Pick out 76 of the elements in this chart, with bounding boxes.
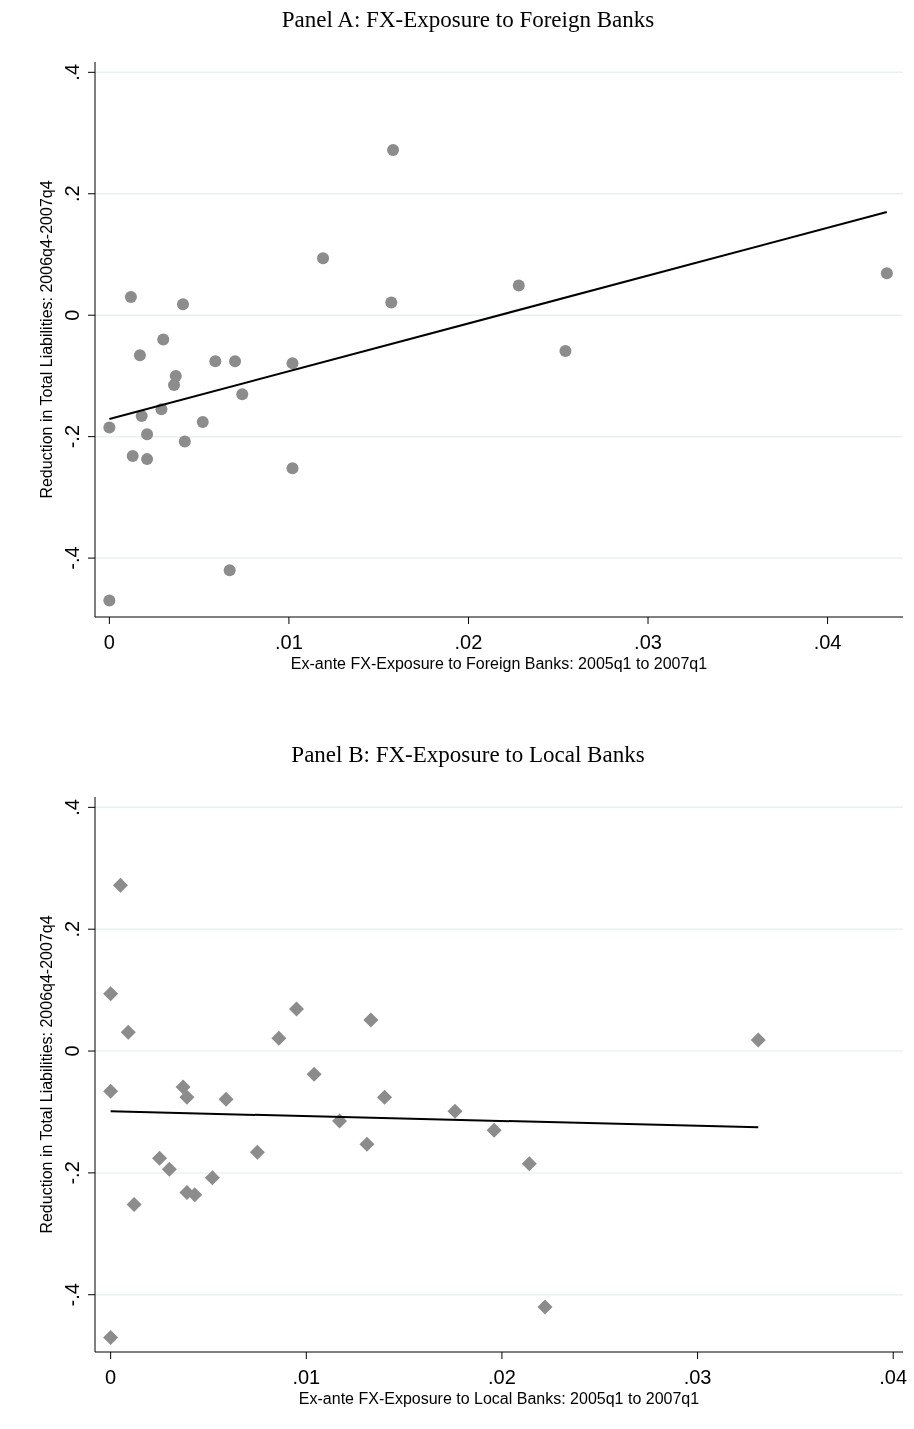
point xyxy=(209,355,222,368)
point xyxy=(363,1012,379,1028)
x-tick-label: .01 xyxy=(275,631,303,653)
point xyxy=(103,986,119,1002)
x-tick-label: .04 xyxy=(813,631,842,653)
point xyxy=(112,877,128,893)
y-tick-label: .2 xyxy=(61,920,83,938)
point xyxy=(178,435,191,448)
point xyxy=(359,1136,375,1152)
x-tick-label: .03 xyxy=(634,631,662,653)
point xyxy=(286,357,299,370)
point xyxy=(387,144,400,157)
y-tick-label: -.4 xyxy=(61,546,83,570)
point xyxy=(175,1079,191,1095)
chart-title: Panel A: FX-Exposure to Foreign Banks xyxy=(281,7,655,32)
point xyxy=(521,1156,537,1172)
point xyxy=(103,1083,119,1099)
point xyxy=(187,1187,203,1203)
point xyxy=(223,564,236,577)
point xyxy=(161,1161,177,1177)
point xyxy=(271,1030,287,1046)
point xyxy=(141,428,154,441)
point xyxy=(103,1329,119,1345)
x-tick-label: .04 xyxy=(879,1366,908,1388)
point xyxy=(204,1170,220,1186)
point xyxy=(120,1024,136,1040)
x-tick-label: 0 xyxy=(103,631,115,653)
point xyxy=(306,1066,322,1082)
point xyxy=(286,462,299,475)
x-axis-title: Ex-ante FX-Exposure to Local Banks: 2005q1 to 2007q1 xyxy=(298,1390,700,1407)
chart-title: Panel B: FX-Exposure to Local Banks xyxy=(291,742,645,767)
point xyxy=(750,1032,766,1048)
point xyxy=(512,279,525,292)
point xyxy=(169,369,182,382)
point xyxy=(141,453,154,466)
point xyxy=(103,421,116,434)
y-tick-label: 0 xyxy=(61,309,83,321)
x-tick-label: 0 xyxy=(105,1366,117,1388)
point xyxy=(880,267,893,280)
y-tick-label: .4 xyxy=(61,63,83,81)
point xyxy=(179,1089,195,1105)
point xyxy=(289,1001,305,1017)
point xyxy=(317,252,330,265)
point xyxy=(218,1091,234,1107)
point xyxy=(559,345,572,358)
point xyxy=(133,349,146,362)
point xyxy=(135,410,148,423)
x-tick-label: .02 xyxy=(454,631,483,653)
x-tick-label: .01 xyxy=(292,1366,321,1388)
y-axis-title: Reduction in Total Liabilities: 2006q4-2007q4 xyxy=(38,915,55,1234)
point xyxy=(229,355,242,368)
point xyxy=(385,296,398,309)
y-tick-label: -.4 xyxy=(61,1283,83,1307)
point xyxy=(236,388,249,401)
y-tick-label: .4 xyxy=(61,799,83,816)
y-tick-label: .2 xyxy=(61,185,83,203)
y-tick-label: 0 xyxy=(61,1045,83,1057)
point xyxy=(126,1197,142,1213)
point xyxy=(447,1103,463,1119)
point xyxy=(103,594,116,607)
point xyxy=(176,298,189,311)
x-tick-label: .02 xyxy=(488,1366,516,1388)
point xyxy=(537,1299,553,1315)
y-tick-label: -.2 xyxy=(61,1161,83,1185)
point xyxy=(196,416,209,429)
point xyxy=(377,1089,393,1105)
y-axis-title: Reduction in Total Liabilities: 2006q4-2007q4 xyxy=(38,180,55,499)
point xyxy=(157,333,170,346)
point xyxy=(126,450,139,463)
point xyxy=(152,1150,168,1166)
x-axis-title: Ex-ante FX-Exposure to Foreign Banks: 2005q1 to 2007q1 xyxy=(290,655,708,672)
y-tick-label: -.2 xyxy=(61,424,83,449)
x-tick-label: .03 xyxy=(683,1366,712,1388)
point xyxy=(249,1144,265,1160)
point xyxy=(486,1122,502,1138)
point xyxy=(124,291,137,303)
